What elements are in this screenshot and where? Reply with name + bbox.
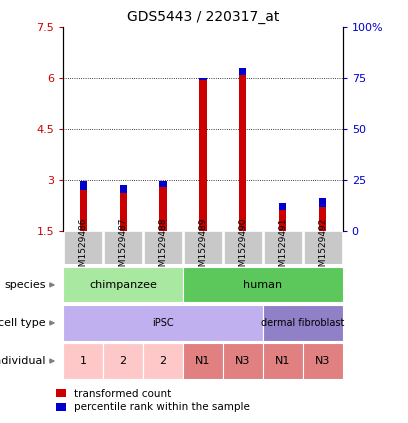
Bar: [303, 343, 343, 379]
Bar: [279, 203, 286, 210]
Text: 2: 2: [120, 356, 127, 366]
Bar: [223, 343, 263, 379]
Text: N3: N3: [315, 356, 330, 366]
Bar: [103, 343, 143, 379]
Text: cell type: cell type: [0, 318, 46, 328]
Bar: [80, 190, 87, 231]
Text: individual: individual: [0, 356, 46, 366]
Text: N3: N3: [235, 356, 251, 366]
Bar: [263, 305, 343, 341]
Bar: [104, 231, 142, 264]
Bar: [184, 231, 222, 264]
Text: 2: 2: [160, 356, 166, 366]
Bar: [183, 267, 343, 302]
Text: N1: N1: [275, 356, 290, 366]
Text: 1: 1: [80, 356, 87, 366]
Bar: [224, 231, 262, 264]
Bar: [80, 181, 87, 190]
Text: GSM1529486: GSM1529486: [79, 217, 88, 278]
Bar: [304, 231, 342, 264]
Text: GSM1529487: GSM1529487: [119, 217, 128, 278]
Bar: [183, 343, 223, 379]
Bar: [160, 187, 166, 231]
Bar: [263, 343, 303, 379]
Text: GSM1529492: GSM1529492: [318, 217, 327, 277]
Bar: [319, 207, 326, 231]
Bar: [64, 231, 102, 264]
Bar: [144, 231, 182, 264]
Text: chimpanzee: chimpanzee: [89, 280, 157, 290]
Bar: [63, 343, 103, 379]
Bar: [63, 267, 183, 302]
Bar: [160, 181, 166, 187]
Bar: [279, 210, 286, 231]
Title: GDS5443 / 220317_at: GDS5443 / 220317_at: [127, 10, 279, 24]
Legend: transformed count, percentile rank within the sample: transformed count, percentile rank withi…: [54, 387, 252, 415]
Text: GSM1529491: GSM1529491: [278, 217, 287, 278]
Text: human: human: [243, 280, 282, 290]
Text: dermal fibroblast: dermal fibroblast: [261, 318, 344, 328]
Text: GSM1529489: GSM1529489: [198, 217, 208, 278]
Bar: [63, 305, 263, 341]
Text: GSM1529488: GSM1529488: [159, 217, 168, 278]
Bar: [120, 193, 127, 231]
Text: species: species: [4, 280, 46, 290]
Text: iPSC: iPSC: [152, 318, 174, 328]
Text: GSM1529490: GSM1529490: [238, 217, 247, 278]
Bar: [264, 231, 302, 264]
Bar: [200, 78, 206, 231]
Bar: [200, 78, 206, 80]
Bar: [239, 68, 246, 75]
Bar: [239, 68, 246, 231]
Text: N1: N1: [195, 356, 211, 366]
Bar: [120, 185, 127, 193]
Bar: [319, 198, 326, 207]
Bar: [143, 343, 183, 379]
